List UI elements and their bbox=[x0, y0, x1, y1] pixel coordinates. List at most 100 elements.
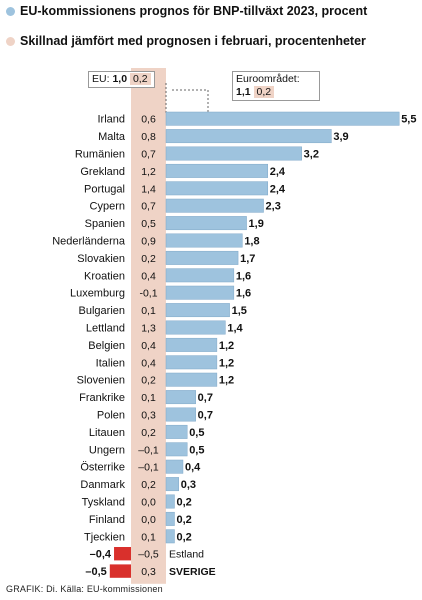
category-label: Italien bbox=[96, 357, 125, 369]
category-label: Grekland bbox=[80, 166, 125, 178]
value-label: 1,5 bbox=[232, 305, 247, 317]
value-label: 1,6 bbox=[236, 288, 251, 300]
value-label: 0,3 bbox=[181, 479, 196, 491]
change-label: 0,2 bbox=[141, 427, 156, 439]
value-label: 1,4 bbox=[227, 323, 243, 335]
change-label: 0,2 bbox=[141, 479, 156, 491]
category-label: Tyskland bbox=[82, 497, 125, 509]
bar bbox=[165, 372, 218, 387]
change-label: 0,3 bbox=[141, 410, 156, 422]
change-label: 0,4 bbox=[141, 357, 156, 369]
value-label: 2,4 bbox=[270, 183, 286, 195]
eu-callout-value: 1,0 bbox=[112, 73, 128, 85]
change-label: 0,2 bbox=[141, 375, 156, 387]
bar bbox=[165, 424, 188, 439]
bar bbox=[165, 494, 175, 509]
bar bbox=[165, 129, 332, 144]
change-label: 1,4 bbox=[141, 183, 156, 195]
value-label: 0,4 bbox=[185, 462, 201, 474]
category-label: Belgien bbox=[88, 340, 125, 352]
bar bbox=[165, 511, 175, 526]
value-label: 3,2 bbox=[304, 149, 319, 161]
change-label: 0,0 bbox=[141, 514, 156, 526]
category-label: Polen bbox=[97, 410, 125, 422]
value-label: 1,7 bbox=[240, 253, 255, 265]
value-label: 1,9 bbox=[249, 218, 264, 230]
eu-callout-label: EU: bbox=[92, 73, 110, 85]
category-label: Rumänien bbox=[75, 149, 125, 161]
value-label: 2,3 bbox=[266, 201, 281, 213]
change-label: 0,1 bbox=[141, 305, 156, 317]
bar bbox=[165, 529, 175, 544]
eu-callout-change: 0,2 bbox=[129, 73, 151, 85]
category-label: Bulgarien bbox=[79, 305, 125, 317]
category-label: Litauen bbox=[89, 427, 125, 439]
value-label: –0,4 bbox=[90, 549, 112, 561]
source-footer: GRAFIK: Di. Källa: EU-kommissionen bbox=[6, 584, 163, 594]
category-label: Slovenien bbox=[77, 375, 125, 387]
change-label: –0,1 bbox=[138, 462, 159, 474]
category-label: Spanien bbox=[85, 218, 125, 230]
value-label: 1,2 bbox=[219, 357, 234, 369]
value-label: 5,5 bbox=[401, 114, 416, 126]
category-label: Luxemburg bbox=[70, 288, 125, 300]
category-label: Slovakien bbox=[77, 253, 125, 265]
change-label: 0,7 bbox=[141, 201, 156, 213]
value-label: 1,2 bbox=[219, 375, 234, 387]
value-label: 0,2 bbox=[176, 497, 191, 509]
bar bbox=[165, 146, 302, 161]
category-label: Kroatien bbox=[84, 270, 125, 282]
eu-callout: EU: 1,0 0,2 bbox=[88, 71, 155, 88]
value-label: 0,7 bbox=[198, 392, 213, 404]
change-label: 0,9 bbox=[141, 236, 156, 248]
category-label: Österrike bbox=[80, 462, 125, 474]
value-label: 0,2 bbox=[176, 531, 191, 543]
negative-bar bbox=[114, 547, 131, 561]
change-column-bg bbox=[131, 68, 166, 584]
legend-forecast-swatch bbox=[6, 6, 15, 16]
bar bbox=[165, 477, 179, 492]
bar bbox=[165, 250, 239, 265]
change-label: 0,6 bbox=[141, 114, 156, 126]
value-label: 0,5 bbox=[189, 427, 204, 439]
bar bbox=[165, 337, 218, 352]
change-label: 0,4 bbox=[141, 270, 156, 282]
value-label: 3,9 bbox=[333, 131, 348, 143]
legend-change: Skillnad jämfört med prognosen i februar… bbox=[6, 34, 366, 48]
bar bbox=[165, 390, 196, 405]
change-label: 1,2 bbox=[141, 166, 156, 178]
bar bbox=[165, 320, 226, 335]
category-label: Ungern bbox=[89, 444, 125, 456]
change-label: –0,5 bbox=[138, 549, 159, 561]
category-label: Irland bbox=[97, 114, 125, 126]
value-label: 0,2 bbox=[176, 514, 191, 526]
bar bbox=[165, 442, 188, 457]
negative-bar bbox=[109, 564, 131, 578]
bar bbox=[165, 459, 184, 474]
change-label: 0,0 bbox=[141, 497, 156, 509]
category-label: Portugal bbox=[84, 183, 125, 195]
change-label: 0,4 bbox=[141, 340, 156, 352]
change-label: 1,3 bbox=[141, 323, 156, 335]
category-label: Lettland bbox=[86, 323, 125, 335]
bar bbox=[165, 303, 230, 318]
category-label: Danmark bbox=[80, 479, 125, 491]
change-label: 0,5 bbox=[141, 218, 156, 230]
bar bbox=[165, 268, 235, 283]
value-label: 1,8 bbox=[244, 236, 259, 248]
category-label: Finland bbox=[89, 514, 125, 526]
legend-forecast-label: EU-kommissionens prognos för BNP-tillväx… bbox=[20, 4, 368, 18]
value-label: 0,7 bbox=[198, 410, 213, 422]
change-label: 0,7 bbox=[141, 149, 156, 161]
bar bbox=[165, 181, 269, 196]
bar bbox=[165, 111, 400, 126]
euro-callout-label: Euroområdet: bbox=[236, 73, 300, 85]
category-label: Estland bbox=[169, 549, 204, 561]
category-label: SVERIGE bbox=[169, 566, 216, 578]
legend-change-label: Skillnad jämfört med prognosen i februar… bbox=[20, 34, 366, 48]
value-label: –0,5 bbox=[85, 566, 106, 578]
category-label: Cypern bbox=[90, 201, 125, 213]
change-label: 0,1 bbox=[141, 531, 156, 543]
change-label: 0,8 bbox=[141, 131, 156, 143]
bar bbox=[165, 355, 218, 370]
